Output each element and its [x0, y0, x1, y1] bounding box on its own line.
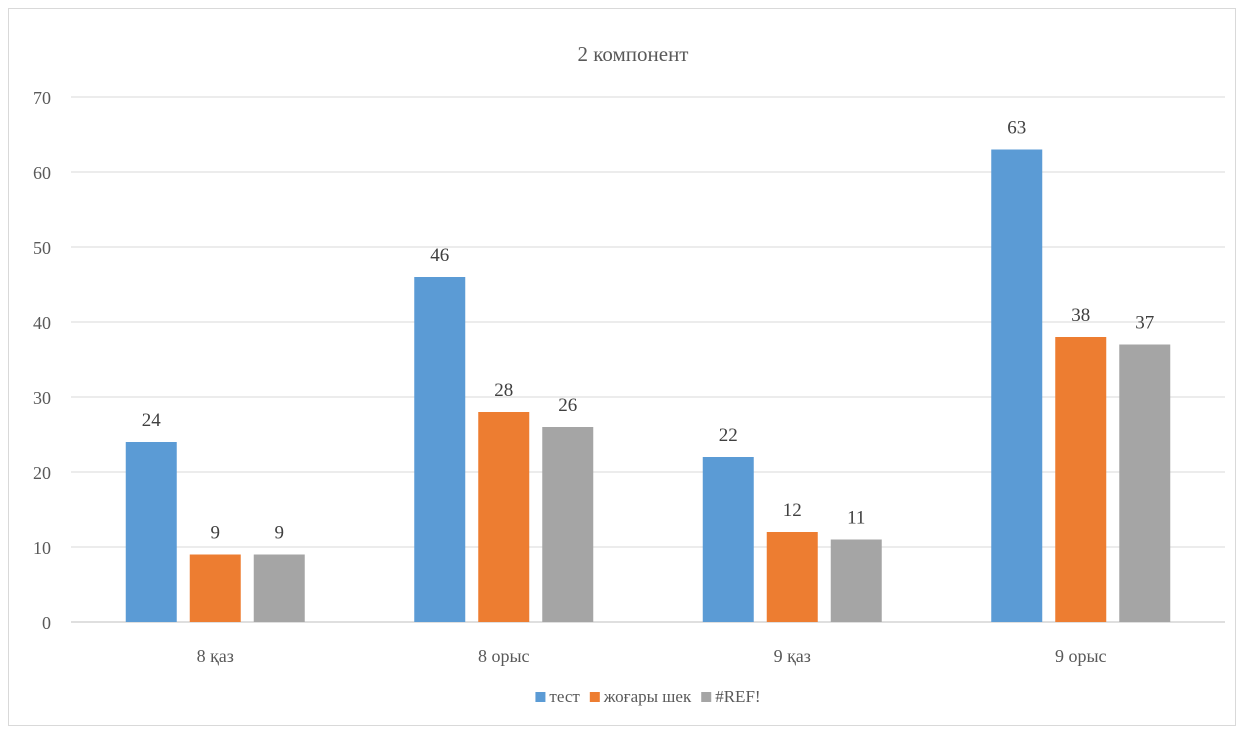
bar-3-2: [542, 427, 594, 622]
bar-3-3: [830, 539, 882, 622]
data-label: 38: [1071, 305, 1090, 326]
data-label: 22: [719, 425, 738, 446]
bar-3-4: [1119, 344, 1171, 622]
bar-2-4: [1055, 337, 1107, 622]
legend-label: #REF!: [715, 687, 760, 706]
legend-swatch: [535, 692, 546, 702]
chart-title: 2 компонент: [578, 42, 689, 66]
y-tick-label: 20: [33, 463, 51, 483]
chart-frame: 2 компонент 0 10 20 30 40 50 60 70 24 9 9 46 28 26 22…: [8, 8, 1236, 726]
y-tick-label: 40: [33, 313, 51, 333]
data-label: 46: [430, 245, 449, 266]
data-labels: 24 9 9 46 28 26 22 12 11 63 38 37: [142, 118, 1155, 544]
data-label: 37: [1135, 313, 1154, 334]
bar-3-1: [253, 554, 305, 622]
bar-1-4: [991, 149, 1043, 622]
legend-swatch: [701, 692, 712, 702]
x-tick-label: 9 қаз: [774, 646, 811, 666]
y-tick-label: 0: [42, 613, 51, 633]
bar-1-1: [125, 442, 177, 622]
bar-2-2: [478, 412, 530, 622]
x-tick-label: 8 қаз: [197, 646, 234, 666]
bar-1-2: [414, 277, 466, 622]
bar-2-1: [189, 554, 241, 622]
y-tick-label: 60: [33, 163, 51, 183]
legend-item: жоғары шек: [589, 687, 692, 706]
x-tick-label: 9 орыс: [1055, 646, 1107, 666]
data-label: 9: [275, 523, 285, 544]
y-axis-ticks: 0 10 20 30 40 50 60 70: [33, 88, 51, 633]
data-label: 24: [142, 410, 162, 431]
bar-2-3: [766, 532, 818, 622]
legend: тест жоғары шек #REF!: [535, 687, 761, 706]
data-label: 12: [783, 500, 802, 521]
legend-item: #REF!: [701, 687, 761, 706]
legend-label: тест: [549, 687, 580, 706]
y-tick-label: 30: [33, 388, 51, 408]
data-label: 26: [558, 395, 577, 416]
legend-swatch: [589, 692, 600, 702]
legend-label: жоғары шек: [603, 687, 692, 706]
x-tick-label: 8 орыс: [478, 646, 530, 666]
y-tick-label: 70: [33, 88, 51, 108]
data-label: 28: [494, 380, 513, 401]
legend-item: тест: [535, 687, 580, 706]
bars: [125, 149, 1171, 622]
y-tick-label: 50: [33, 238, 51, 258]
data-label: 11: [847, 508, 865, 529]
gridlines: [71, 96, 1225, 623]
x-axis-ticks: 8 қаз 8 орыс 9 қаз 9 орыс: [197, 646, 1107, 666]
bar-1-3: [702, 457, 754, 622]
bar-chart: 2 компонент 0 10 20 30 40 50 60 70 24 9 9 46 28 26 22…: [33, 42, 1225, 706]
y-tick-label: 10: [33, 538, 51, 558]
data-label: 63: [1007, 118, 1026, 139]
data-label: 9: [211, 523, 221, 544]
